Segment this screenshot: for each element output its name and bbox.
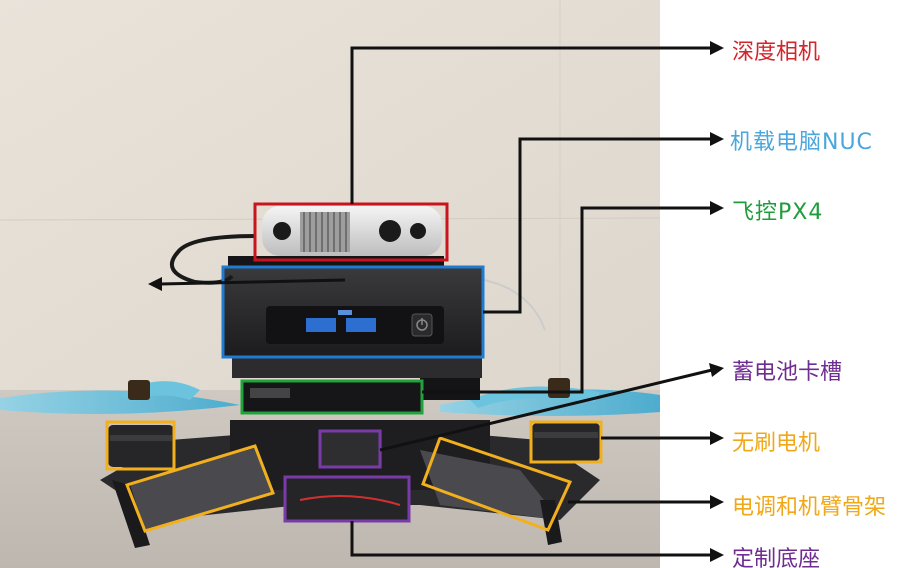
arrowhead	[710, 431, 724, 445]
usb-port-icon	[306, 318, 376, 332]
arrowhead	[710, 41, 724, 55]
arrowhead	[710, 201, 724, 215]
label-depth-camera: 深度相机	[732, 40, 821, 65]
arrowhead	[710, 548, 724, 562]
depth-camera-box	[253, 202, 449, 262]
motor-right-box	[529, 420, 603, 464]
leader-flight-controller	[422, 206, 712, 394]
arrowhead	[710, 132, 724, 146]
arrowhead	[710, 495, 724, 509]
power-button-icon	[411, 313, 433, 337]
arrowhead	[148, 277, 162, 291]
label-esc-arm-frame: 电调和机臂骨架	[732, 495, 887, 520]
drone-photo	[0, 0, 660, 568]
leader-custom-base	[350, 521, 712, 557]
arm-right-box	[421, 436, 573, 532]
label-custom-base: 定制底座	[732, 547, 821, 568]
flight-controller-box	[240, 379, 424, 415]
arrowhead	[709, 363, 724, 377]
label-battery-slot: 蓄电池卡槽	[732, 360, 843, 385]
label-flight-controller: 飞控PX4	[732, 200, 824, 225]
motor-left-box	[105, 420, 176, 471]
leader-cable	[159, 278, 346, 286]
arm-left-box	[125, 444, 275, 533]
leader-battery-slot	[379, 368, 713, 452]
label-brushless-motor: 无刷电机	[732, 431, 821, 456]
label-onboard-nuc: 机载电脑NUC	[730, 130, 873, 155]
leader-depth-camera	[350, 46, 712, 204]
custom-base-box	[283, 475, 411, 523]
battery-slot-box	[318, 429, 382, 469]
leader-nuc	[483, 137, 712, 314]
